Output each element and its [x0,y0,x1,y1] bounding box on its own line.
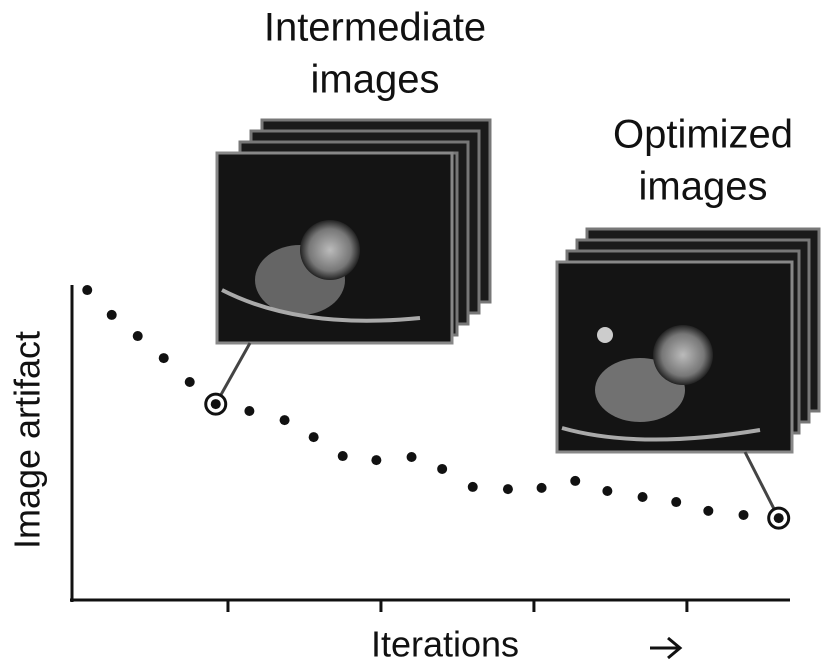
point [82,285,92,295]
point [503,484,513,494]
point [244,406,254,416]
annotation-text: images [639,165,768,209]
optimized-stack [557,229,819,452]
point [309,432,319,442]
point [185,377,195,387]
x-axis-label: Iterations [371,624,519,665]
y-axis-label: Image artifact [7,331,48,549]
point [638,492,648,502]
point [671,497,681,507]
point [437,464,447,474]
point [602,486,612,496]
point [407,452,417,462]
point [211,399,221,409]
point [703,506,713,516]
annotation-text: Intermediate [264,6,486,50]
point [280,415,290,425]
intermediate-stack [217,120,490,343]
annotation-text: Optimized [613,113,793,157]
x-arrow [650,638,680,658]
point [371,455,381,465]
point [107,310,117,320]
point [338,451,348,461]
point [537,483,547,493]
point [159,353,169,363]
point [739,510,749,520]
point [570,476,580,486]
chart: Image artifact Iterations Intermediate im… [0,0,824,669]
point [133,331,143,341]
point [468,482,478,492]
point [774,513,784,523]
annotation-text: images [311,58,440,102]
